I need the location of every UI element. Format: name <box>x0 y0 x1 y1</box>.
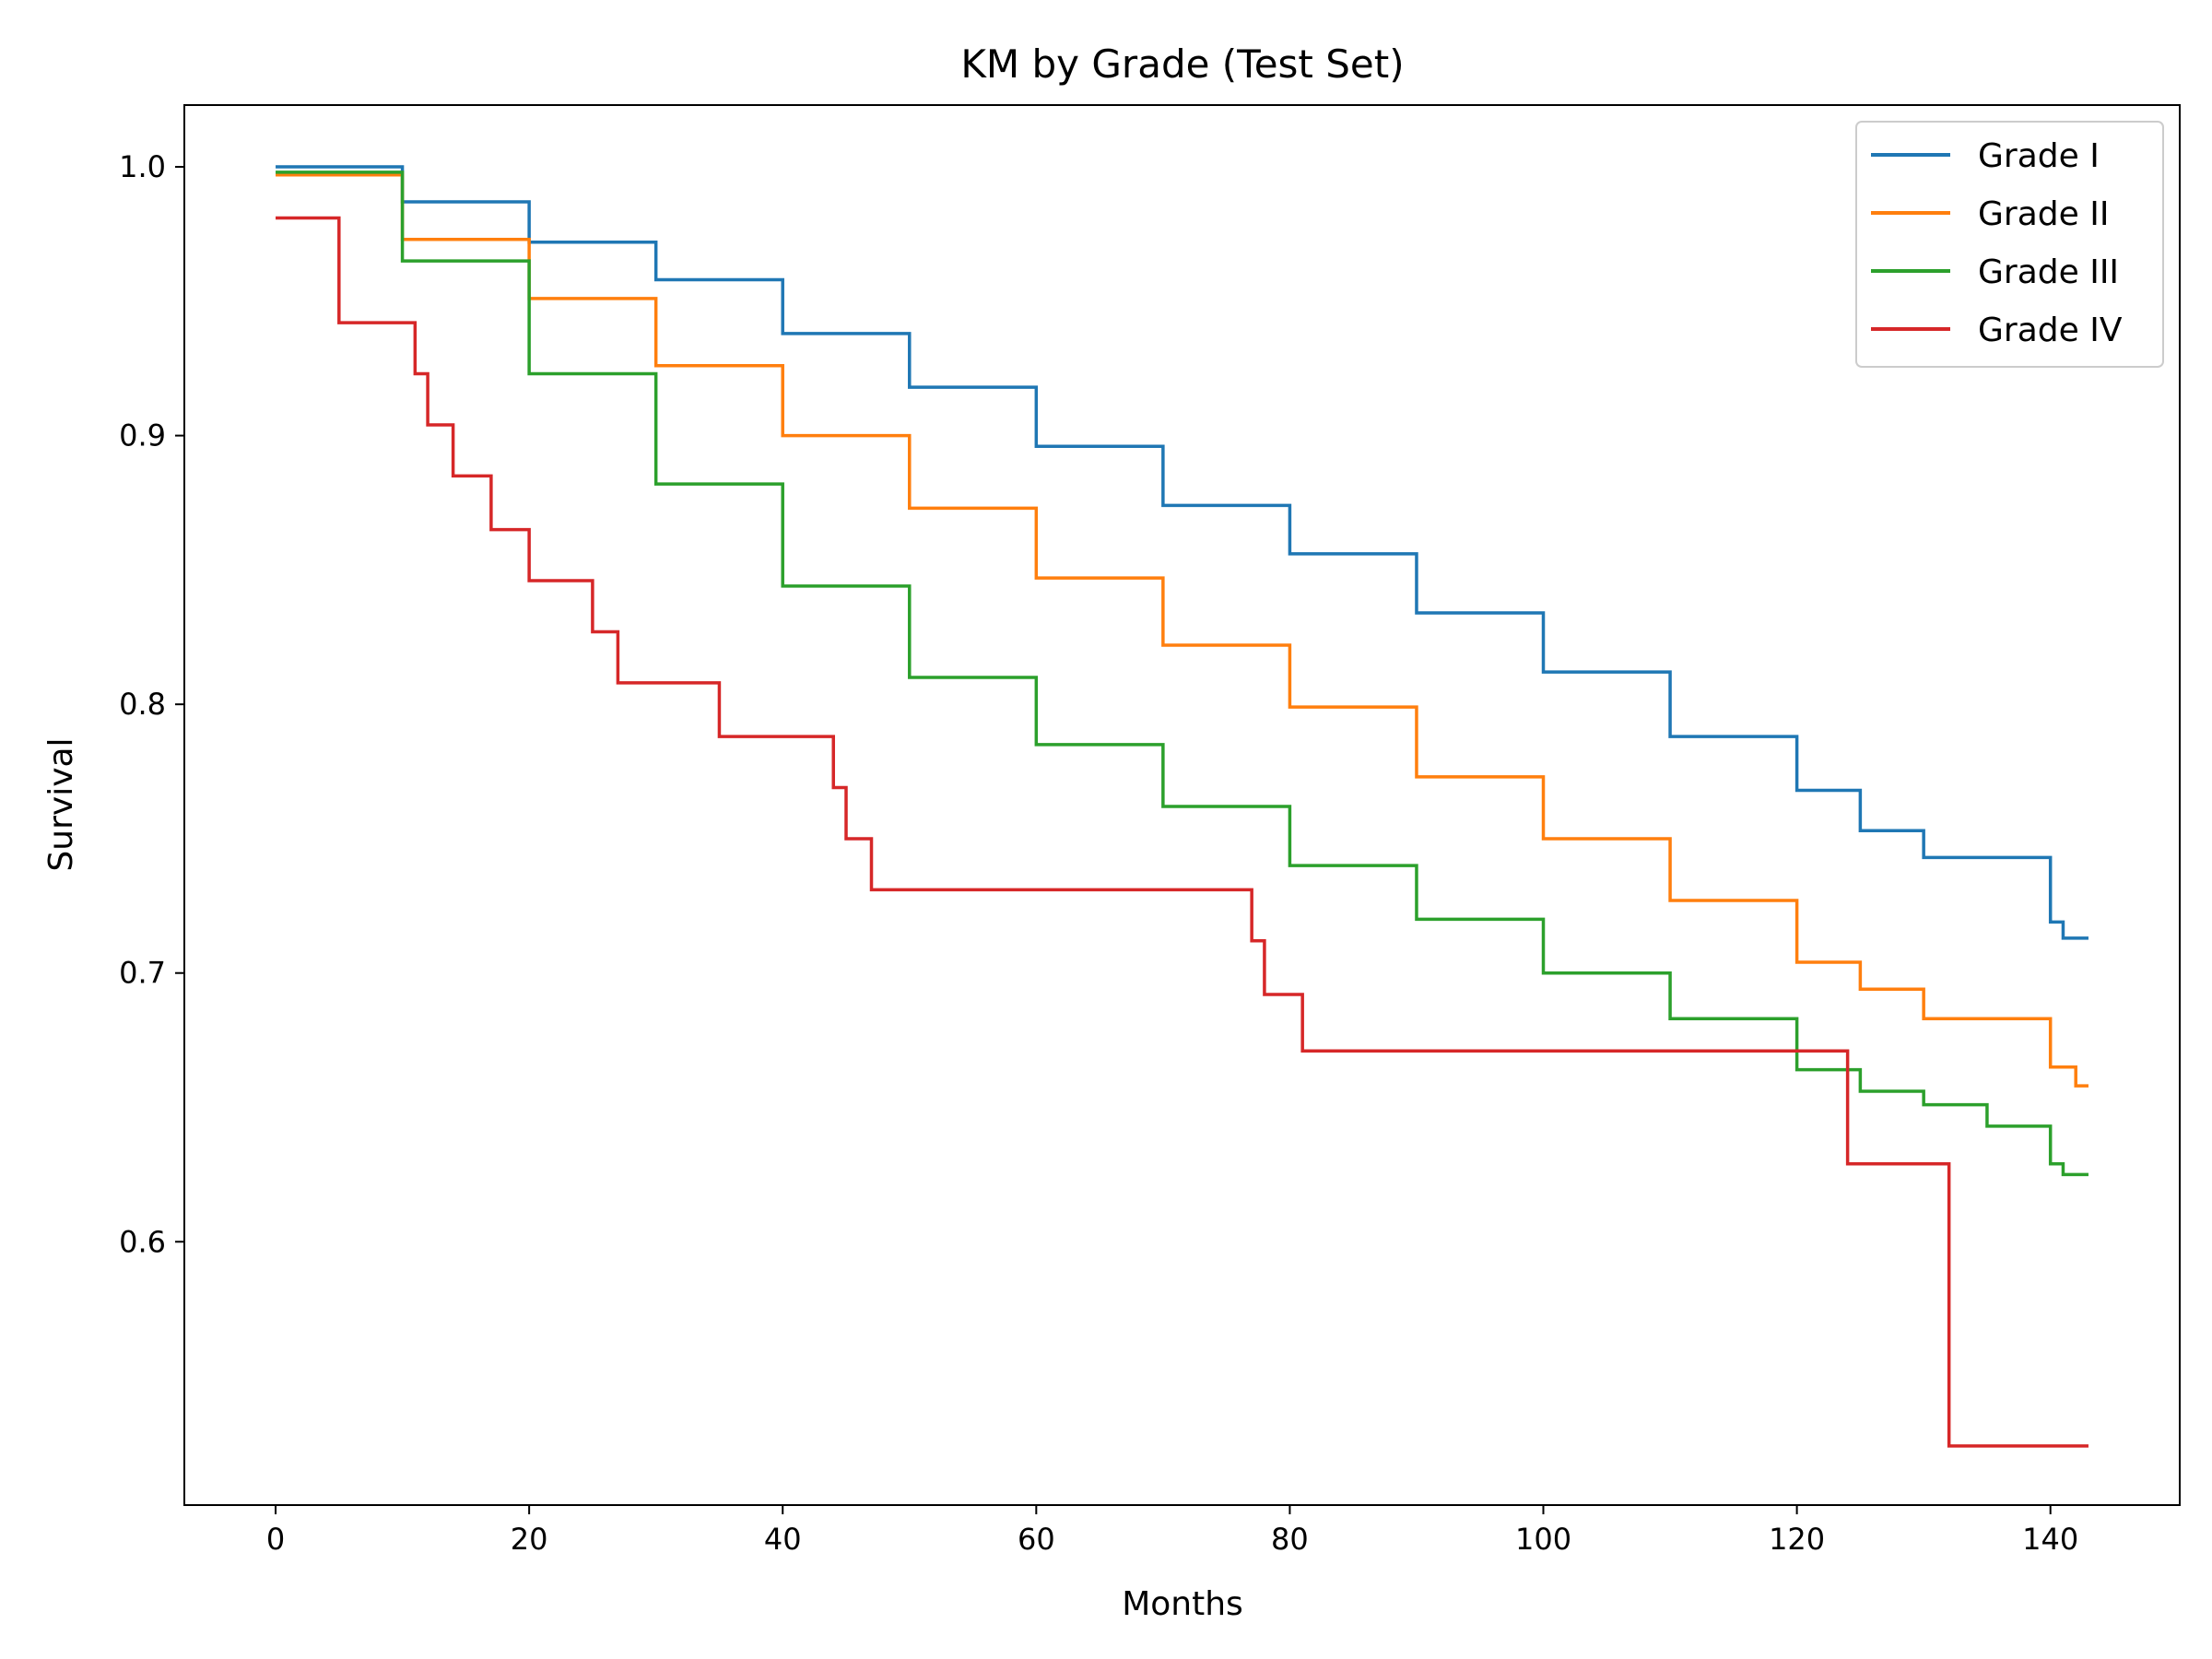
legend-label: Grade III <box>1978 253 2119 291</box>
y-axis-label: Survival <box>42 737 80 871</box>
y-tick-label: 0.6 <box>119 1224 166 1259</box>
x-tick-label: 60 <box>1018 1522 1055 1557</box>
x-tick-label: 100 <box>1515 1522 1571 1557</box>
x-tick-label: 80 <box>1271 1522 1309 1557</box>
x-tick-label: 140 <box>2022 1522 2078 1557</box>
x-tick-label: 40 <box>764 1522 802 1557</box>
x-tick-label: 120 <box>1769 1522 1825 1557</box>
legend: Grade I Grade II Grade III Grade IV <box>1855 121 2164 368</box>
legend-label: Grade II <box>1978 195 2109 233</box>
legend-box <box>1855 121 2164 368</box>
chart-title: KM by Grade (Test Set) <box>960 41 1404 87</box>
series-line-4 <box>276 216 2088 1448</box>
legend-label: Grade IV <box>1978 312 2123 349</box>
y-tick-label: 1.0 <box>119 149 166 184</box>
series-lines <box>276 165 2088 1448</box>
y-tick-label: 0.8 <box>119 687 166 722</box>
y-tick-label: 0.9 <box>119 418 166 453</box>
series-line-2 <box>276 173 2088 1088</box>
y-axis-ticks: 0.6 0.7 0.8 0.9 1.0 <box>119 149 184 1259</box>
plot-frame <box>183 104 2181 1506</box>
x-tick-label: 0 <box>266 1522 285 1557</box>
x-axis-label: Months <box>1122 1585 1243 1623</box>
x-axis-ticks: 0 20 40 60 80 100 120 140 <box>266 1505 2078 1557</box>
series-line-3 <box>276 171 2088 1177</box>
series-line-1 <box>276 165 2088 940</box>
legend-label: Grade I <box>1978 137 2100 175</box>
legend-entries: Grade I Grade II Grade III Grade IV <box>1871 137 2123 349</box>
y-tick-label: 0.7 <box>119 956 166 991</box>
x-tick-label: 20 <box>511 1522 548 1557</box>
